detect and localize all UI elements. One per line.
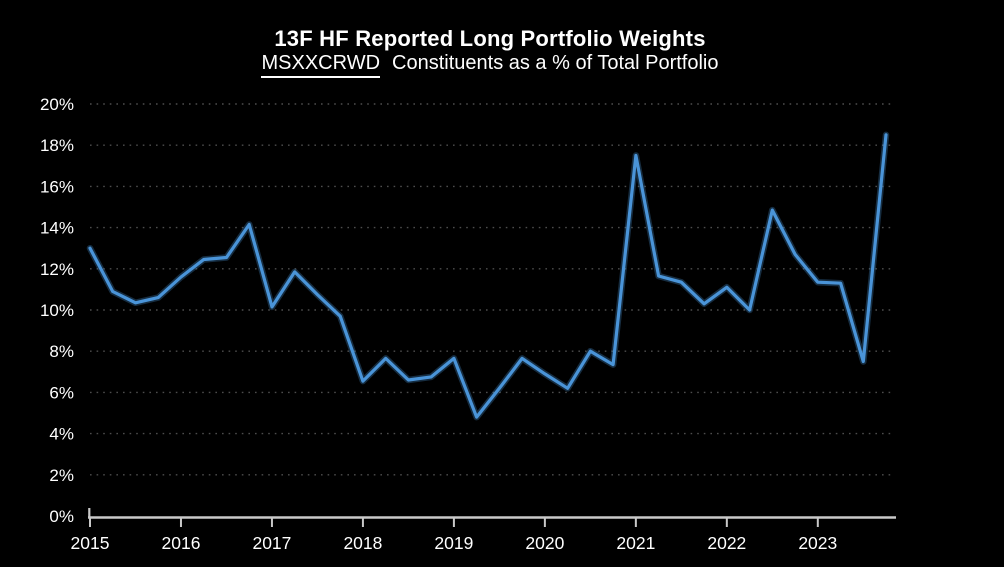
y-tick-label: 4% [49, 425, 74, 444]
series-line-glow [86, 131, 890, 421]
x-tick-label: 2019 [434, 533, 473, 553]
x-tick-label: 2022 [707, 533, 746, 553]
y-tick-label: 8% [49, 342, 74, 361]
x-tick-label: 2017 [252, 533, 291, 553]
chart-title: 13F HF Reported Long Portfolio Weights [274, 26, 706, 51]
x-tick-label: 2023 [798, 533, 837, 553]
y-tick-label: 0% [49, 507, 74, 526]
chart-subtitle: MSXXCRWD Constituents as a % of Total Por… [0, 52, 980, 78]
y-tick-label: 16% [40, 177, 74, 196]
y-tick-label: 18% [40, 136, 74, 155]
y-tick-label: 2% [49, 466, 74, 485]
x-tick-label: 2021 [616, 533, 655, 553]
x-tick-label: 2018 [343, 533, 382, 553]
y-tick-label: 12% [40, 260, 74, 279]
y-tick-label: 10% [40, 301, 74, 320]
y-tick-label: 14% [40, 219, 74, 238]
y-tick-label: 6% [49, 383, 74, 402]
series-line [88, 133, 888, 419]
y-tick-label: 20% [40, 95, 74, 114]
x-tick-label: 2016 [162, 533, 201, 553]
x-tick-label: 2015 [71, 533, 110, 553]
subtitle-text: Constituents as a % of Total Portfolio [392, 52, 719, 74]
x-tick-label: 2020 [525, 533, 564, 553]
ticker-label: MSXXCRWD [261, 52, 381, 78]
